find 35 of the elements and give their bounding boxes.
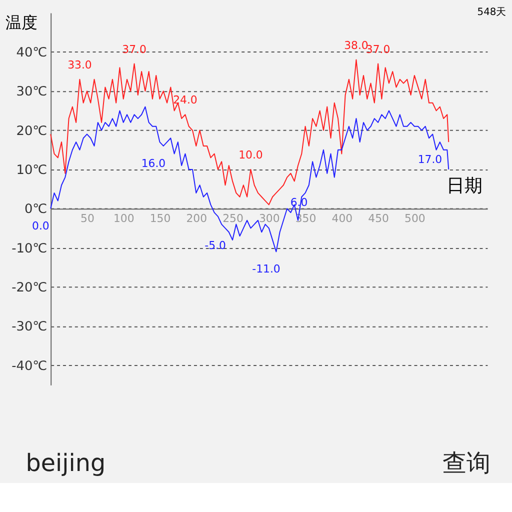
annotation: -11.0 <box>252 262 280 276</box>
y-tick-label: -10℃ <box>12 241 48 256</box>
y-tick-label: 40℃ <box>16 45 48 60</box>
x-tick-label: 300 <box>258 212 280 226</box>
x-tick-label: 200 <box>186 212 208 226</box>
x-tick-label: 100 <box>113 212 134 226</box>
text: 查询 <box>442 449 491 478</box>
y-tick-label: -40℃ <box>12 358 48 374</box>
line-series <box>50 106 450 252</box>
y-tick-label: -20℃ <box>12 280 48 296</box>
annotation: 38.0 <box>344 38 368 52</box>
x-tick-label: 450 <box>368 212 390 226</box>
annotation: 24.0 <box>173 94 198 107</box>
x-tick-label: 250 <box>222 212 244 226</box>
x-tick-label: 500 <box>404 212 426 226</box>
y-axis-title: 温度 <box>5 13 38 32</box>
annotation: 37.0 <box>122 42 146 56</box>
annotation: 17.0 <box>418 152 442 166</box>
x-tick-label: 50 <box>80 212 94 226</box>
y-tick-label: 10℃ <box>16 162 48 178</box>
x-tick-label: 150 <box>150 212 171 226</box>
y-tick-label: -30℃ <box>12 320 48 335</box>
x-tick-label: 400 <box>332 212 353 226</box>
annotation: 548天 <box>477 6 506 18</box>
line-series <box>50 59 450 206</box>
annotation: 16.0 <box>141 156 166 170</box>
annotation: 33.0 <box>68 58 92 72</box>
annotation: 10.0 <box>238 148 263 162</box>
annotation: -5.0 <box>204 239 226 252</box>
annotation: 0.0 <box>32 219 50 232</box>
y-tick-label: 20℃ <box>16 124 48 139</box>
x-axis-title: 日期 <box>446 175 483 196</box>
y-tick-label: 0℃ <box>24 202 48 218</box>
y-tick-label: 30℃ <box>16 84 48 100</box>
text: beijing <box>26 449 106 478</box>
